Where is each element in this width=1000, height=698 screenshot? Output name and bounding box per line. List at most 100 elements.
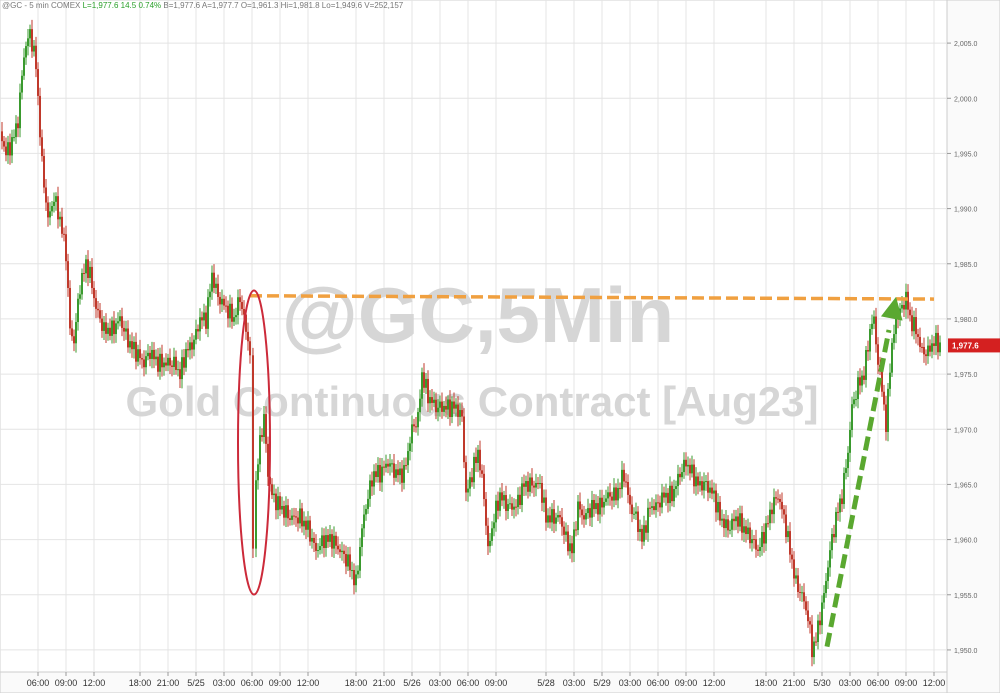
price-candle-body <box>535 482 537 488</box>
x-tick-label: 03:00 <box>429 678 452 688</box>
x-tick-label: 06:00 <box>27 678 50 688</box>
y-tick-label: 1,950.0 <box>954 648 977 655</box>
price-candle-body <box>669 485 671 504</box>
price-candle-body <box>127 328 129 348</box>
price-candle-body <box>931 343 933 352</box>
price-candle-body <box>723 518 725 529</box>
price-candle-body <box>707 481 709 493</box>
price-candle-body <box>861 375 863 386</box>
price-candle-body <box>389 463 391 467</box>
price-candle-body <box>25 46 27 58</box>
price-candle-body <box>117 321 119 324</box>
price-candle-body <box>847 452 849 469</box>
price-candle-body <box>381 466 383 483</box>
price-candle-body <box>43 156 45 188</box>
price-candle-body <box>143 359 145 368</box>
price-candle-body <box>887 388 889 432</box>
price-candle-body <box>171 365 173 367</box>
price-candle-body <box>357 570 359 575</box>
price-candle-body <box>211 272 213 292</box>
price-candle-body <box>217 283 219 297</box>
price-candle-body <box>613 487 615 501</box>
x-tick-label: 5/26 <box>403 678 421 688</box>
price-candle-body <box>841 498 843 505</box>
price-candle-body <box>173 356 175 367</box>
price-candle-body <box>649 507 651 509</box>
x-tick-label: 06:00 <box>241 678 264 688</box>
price-candle-body <box>33 45 35 52</box>
price-candle-body <box>65 234 67 262</box>
price-candle-body <box>385 463 387 468</box>
price-candle-body <box>333 535 335 549</box>
price-candle-body <box>261 435 263 438</box>
price-candle-body <box>91 266 93 288</box>
y-tick-label: 1,960.0 <box>954 538 977 545</box>
price-candle-body <box>777 498 779 500</box>
price-candle-body <box>61 216 63 234</box>
price-candle-body <box>9 142 11 156</box>
price-candle-body <box>791 554 793 560</box>
price-candle-body <box>329 534 331 542</box>
price-candle-body <box>893 334 895 343</box>
price-candle-body <box>415 426 417 428</box>
header-bid: B=1,977.6 <box>163 1 201 10</box>
price-candle-body <box>693 464 695 487</box>
price-candle-body <box>17 123 19 129</box>
price-candle-body <box>47 202 49 218</box>
price-candle-body <box>15 123 17 138</box>
price-candle-body <box>359 547 361 571</box>
price-candle-body <box>703 481 705 491</box>
price-candle-body <box>859 377 861 386</box>
price-candle-body <box>75 322 77 344</box>
price-candle-body <box>505 495 507 511</box>
price-candle-body <box>121 316 123 328</box>
price-candle-body <box>527 481 529 492</box>
price-candle-body <box>131 341 133 350</box>
price-candle-body <box>151 349 153 359</box>
price-candle-body <box>153 349 155 360</box>
price-candle-body <box>71 328 73 337</box>
price-candle-body <box>347 554 349 567</box>
price-candle-body <box>423 372 425 388</box>
price-candle-body <box>673 488 675 502</box>
header-exchange: COMEX <box>51 1 81 10</box>
price-candle-body <box>773 497 775 515</box>
price-candle-body <box>363 514 365 529</box>
price-candle-body <box>615 487 617 501</box>
price-candle-body <box>819 620 821 626</box>
price-candle-body <box>105 322 107 334</box>
x-tick-label: 03:00 <box>213 678 236 688</box>
price-candle-body <box>519 494 521 505</box>
price-candle-body <box>789 531 791 555</box>
price-candle-body <box>45 187 47 203</box>
header-volume: V=252,157 <box>364 1 404 10</box>
price-candle-body <box>557 515 559 518</box>
price-candle-body <box>425 378 427 388</box>
price-candle-body <box>315 542 317 551</box>
price-candle-body <box>237 297 239 316</box>
price-candle-body <box>741 513 743 533</box>
price-candle-body <box>277 496 279 511</box>
price-candle-body <box>259 435 261 465</box>
price-candle-body <box>687 464 689 467</box>
price-candle-body <box>937 332 939 353</box>
price-candle-body <box>605 498 607 502</box>
price-candle-body <box>325 535 327 549</box>
price-candle-body <box>877 344 879 365</box>
price-candle-body <box>661 492 663 508</box>
price-candle-body <box>101 318 103 331</box>
price-candle-body <box>925 354 927 357</box>
price-candle-body <box>307 520 309 530</box>
price-candle-body <box>113 320 115 335</box>
price-candle-body <box>41 137 43 157</box>
price-candle-body <box>111 320 113 336</box>
price-candle-body <box>621 469 623 490</box>
price-candle-body <box>19 92 21 129</box>
price-candle-body <box>565 531 567 535</box>
price-candle-body <box>243 308 245 315</box>
price-candle-body <box>339 549 341 553</box>
price-candle-body <box>863 375 865 380</box>
price-candle-body <box>635 511 637 514</box>
price-candle-body <box>37 69 39 96</box>
price-candle-body <box>851 404 853 430</box>
